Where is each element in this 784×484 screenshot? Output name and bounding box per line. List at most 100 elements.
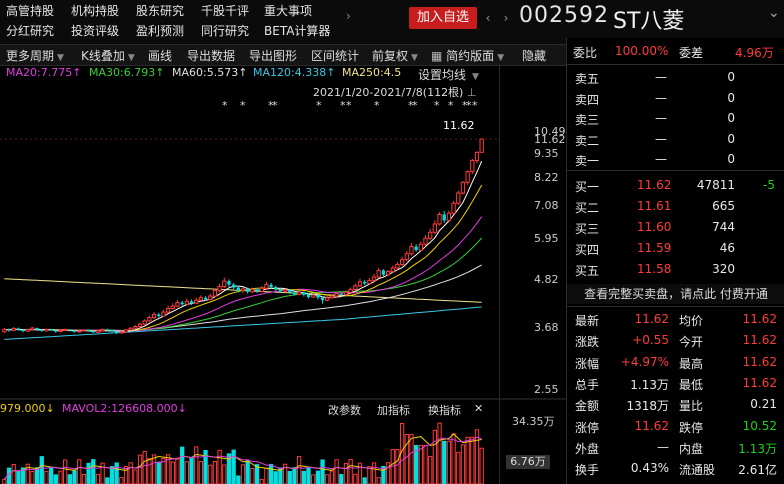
- candle-body: [95, 330, 101, 333]
- toolbar-overlay[interactable]: K线叠加 ▼: [81, 49, 135, 63]
- chart-toolbar: 更多周期 ▼ K线叠加 ▼ 画线 导出数据 导出图形 区间统计 前复权 ▼ ▦ 简约版…: [0, 44, 566, 66]
- nav-collapse-icon[interactable]: ›: [346, 9, 351, 23]
- candle-body: [91, 331, 95, 333]
- candle-body: [123, 329, 129, 333]
- candle-body: [189, 301, 194, 304]
- toolbar-export-data[interactable]: 导出数据: [187, 49, 236, 63]
- candle-body: [133, 326, 138, 329]
- volume-bar: [240, 464, 246, 484]
- volume-bar: [404, 433, 409, 484]
- candle-body: [390, 267, 395, 273]
- full-order-book-link[interactable]: 查看完整买卖盘，请点此 付费开通: [567, 284, 784, 304]
- next-stock-button[interactable]: ›: [503, 11, 509, 25]
- candle-body: [395, 263, 400, 269]
- event-marker: *: [272, 99, 278, 112]
- candle-body: [217, 286, 222, 292]
- nav-link[interactable]: 机构持股: [71, 4, 120, 18]
- quote-row: 总手 1.13万 最低 11.62: [567, 374, 784, 394]
- nav-link[interactable]: 股东研究: [136, 4, 185, 18]
- quote-row: 买一 11.62 47811 -5: [567, 176, 784, 196]
- nav-link[interactable]: 盈利预测: [136, 24, 185, 38]
- stat-value: 2.61亿: [738, 463, 777, 478]
- toolbar-draw[interactable]: 画线: [148, 49, 173, 63]
- toolbar-adjust[interactable]: 前复权 ▼: [372, 49, 418, 63]
- volume-bar: [334, 459, 339, 484]
- stat-label: 最新: [575, 314, 600, 328]
- volume-bar: [479, 447, 484, 484]
- volume-bar: [123, 465, 129, 484]
- weibi-value: 100.00%: [615, 44, 669, 58]
- buy-level-volume: 320: [712, 262, 735, 276]
- candle-body: [255, 289, 259, 292]
- volume-bar: [189, 457, 194, 484]
- candle-body: [203, 297, 208, 300]
- candle-body: [227, 281, 231, 285]
- quote-row: 买四 11.59 46: [567, 239, 784, 259]
- sell-level-price: —: [655, 111, 667, 125]
- price-axis-label: 8.22: [534, 171, 559, 184]
- toolbar-period[interactable]: 更多周期 ▼: [6, 49, 64, 63]
- volume-bar: [264, 467, 269, 484]
- volume-bar: [442, 440, 447, 484]
- candle-body: [320, 297, 325, 301]
- nav-link[interactable]: 高管持股: [6, 4, 55, 18]
- add-to-watchlist-button[interactable]: 加入自选: [409, 7, 477, 29]
- volume-bar: [376, 477, 381, 484]
- volume-bar: [325, 474, 330, 484]
- volume-bar: [86, 462, 91, 484]
- change-params-button[interactable]: 改参数: [328, 404, 361, 417]
- toolbar-layout[interactable]: ▦ 简约版面 ▼: [431, 49, 505, 63]
- stat-value: —: [657, 439, 669, 454]
- volume-bar: [48, 467, 54, 484]
- nav-link[interactable]: 千股千评: [201, 4, 250, 18]
- toolbar-layout-icon: ▦: [431, 49, 443, 63]
- sell-level-volume: 0: [727, 70, 735, 84]
- volume-bar: [311, 474, 316, 484]
- nav-link[interactable]: BETA计算器: [264, 24, 331, 38]
- close-icon[interactable]: ✕: [474, 402, 484, 415]
- nav-link[interactable]: 分红研究: [6, 24, 55, 38]
- nav-link[interactable]: 重大事项: [264, 4, 313, 18]
- nav-link[interactable]: 投资评级: [71, 24, 120, 38]
- toolbar-range-stats[interactable]: 区间统计: [311, 49, 360, 63]
- quote-row: 卖二 — 0: [567, 130, 784, 150]
- set-ma-button[interactable]: 设置均线 ▼: [418, 68, 479, 82]
- nav-link[interactable]: 同行研究: [201, 24, 250, 38]
- toolbar-export-image[interactable]: 导出图形: [249, 49, 298, 63]
- price-axis-label: 2.55: [534, 383, 559, 396]
- candle-body: [175, 302, 180, 307]
- price-axis-label: 7.08: [534, 199, 559, 212]
- stat-value: +0.55: [632, 333, 669, 348]
- switch-indicator-button[interactable]: 换指标: [428, 404, 461, 417]
- event-marker: *: [462, 99, 468, 112]
- toolbar-hide[interactable]: 隐藏: [522, 49, 547, 63]
- volume-bar: [259, 478, 264, 484]
- volume-bar: [470, 436, 475, 484]
- volume-bar: [287, 471, 292, 484]
- buy-level-change: -5: [763, 178, 775, 192]
- candle-body: [161, 311, 166, 317]
- add-indicator-button[interactable]: 加指标: [377, 404, 410, 417]
- volume-bar: [367, 466, 372, 484]
- candle-body: [25, 328, 30, 332]
- volume-bar: [282, 463, 288, 484]
- mavol1-legend: 979.000↓: [0, 402, 55, 415]
- chevron-down-icon[interactable]: ⌄: [768, 5, 780, 21]
- stat-label: 跌停: [679, 420, 704, 435]
- sell-level-price: —: [655, 152, 667, 166]
- candle-body: [157, 314, 161, 317]
- volume-bar: [91, 459, 96, 484]
- volume-bar: [100, 462, 105, 484]
- buy-level-label: 买二: [575, 201, 600, 215]
- pin-icon[interactable]: ⊥: [466, 86, 477, 99]
- stat-label: 内盘: [679, 441, 704, 456]
- previous-stock-button[interactable]: ‹: [485, 11, 491, 25]
- volume-bar: [418, 444, 423, 484]
- divider: [567, 64, 784, 65]
- mavol2-legend: MAVOL2:126608.000↓: [62, 402, 187, 415]
- sell-level-price: —: [655, 90, 667, 105]
- date-range-label: 2021/1/20-2021/7/8(112根) ⊥: [313, 86, 477, 99]
- candle-body: [72, 330, 77, 332]
- volume-bar: [371, 462, 377, 484]
- stat-value: 1.13万: [738, 441, 777, 456]
